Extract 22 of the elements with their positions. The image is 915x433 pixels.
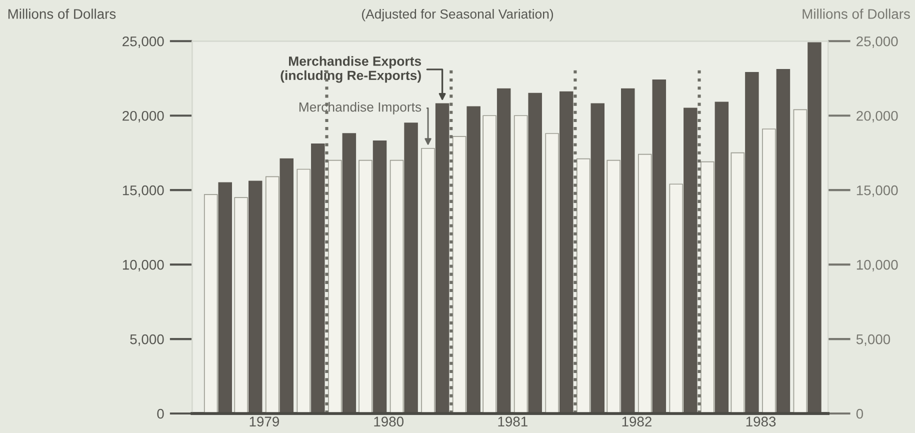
y-tick-label: 20,000 xyxy=(122,110,164,122)
chart-subtitle: (Adjusted for Seasonal Variation) xyxy=(362,9,554,22)
y-tick-label: 25,000 xyxy=(122,36,164,48)
x-tick-label: 1979 xyxy=(250,416,279,426)
x-tick-label: 1983 xyxy=(746,416,776,426)
y2-tick-label: 5,000 xyxy=(856,334,890,346)
y2-tick-label: 10,000 xyxy=(856,260,898,272)
y-axis-title: Millions of Dollars xyxy=(8,8,116,19)
y-tick-label: 10,000 xyxy=(122,260,164,272)
y2-axis-title: Millions of Dollars xyxy=(802,8,910,19)
y2-tick-label: 20,000 xyxy=(856,110,898,122)
y2-tick-label: 15,000 xyxy=(856,185,898,197)
y-tick-label: 5,000 xyxy=(130,334,164,346)
text: Merchandise Imports xyxy=(299,102,422,114)
x-tick-label: 1982 xyxy=(622,416,652,426)
y2-tick-label: 0 xyxy=(856,408,864,419)
series-label: Merchandise Exports (including Re-Exports) xyxy=(280,56,422,83)
y2-tick-label: 25,000 xyxy=(856,36,898,48)
y-tick-label: 0 xyxy=(157,408,164,419)
y-tick-label: 15,000 xyxy=(122,185,164,197)
x-tick-label: 1981 xyxy=(498,416,528,426)
x-tick-label: 1980 xyxy=(374,416,404,426)
